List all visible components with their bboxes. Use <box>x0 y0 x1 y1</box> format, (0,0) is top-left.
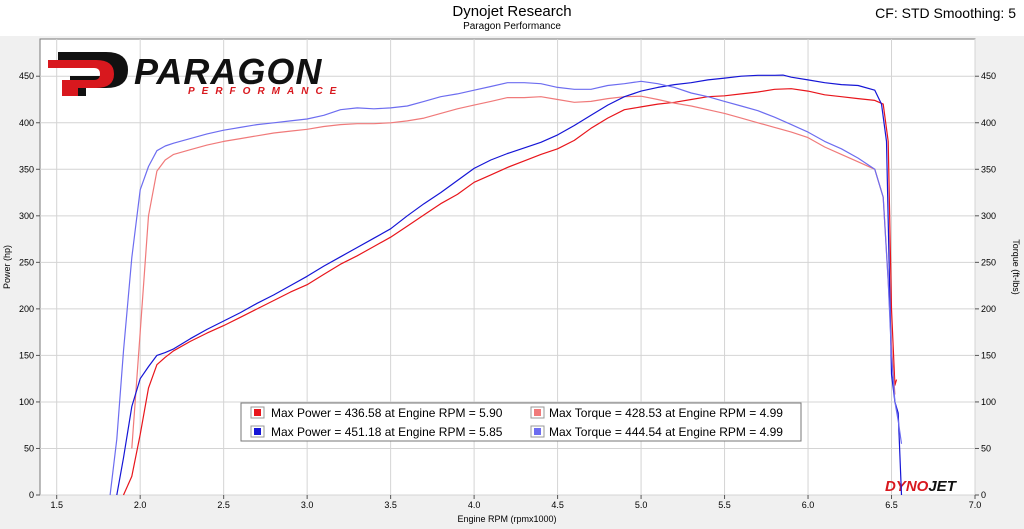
series-line-power2 <box>116 74 903 496</box>
x-axis: 1.5 2.0 2.5 3.0 3.5 4.0 4.5 5.0 5.5 6.0 6.5 7.0 <box>50 495 981 510</box>
logo-tag: PERFORMANCE <box>188 86 343 97</box>
x-tick-label: 4.5 <box>551 500 564 510</box>
y-tick-label-right: 100 <box>981 397 996 407</box>
series-group <box>109 74 903 496</box>
y-tick-label-right: 150 <box>981 350 996 360</box>
y-tick-label-right: 0 <box>981 490 986 500</box>
y-tick-label-right: 400 <box>981 118 996 128</box>
dynojet-watermark: DYNOJET <box>885 478 958 495</box>
y-axis-right-label: Torque (ft-lbs) <box>1011 239 1021 295</box>
x-tick-label: 5.5 <box>718 500 731 510</box>
x-tick-label: 7.0 <box>969 500 982 510</box>
y-axis-right: 0 50 100 150 200 250 300 350 400 450 <box>975 71 996 500</box>
legend: Max Power = 436.58 at Engine RPM = 5.90 … <box>240 402 802 442</box>
legend-swatch-power2 <box>254 428 261 435</box>
y-tick-label-left: 200 <box>19 304 34 314</box>
x-tick-label: 6.0 <box>802 500 815 510</box>
series-line-torque2 <box>109 80 903 496</box>
y-tick-label-left: 400 <box>19 118 34 128</box>
y-tick-label-right: 250 <box>981 257 996 267</box>
paragon-logo: PARAGON PERFORMANCE <box>48 51 343 97</box>
logo-p-red <box>48 60 114 96</box>
y-tick-label-right: 450 <box>981 71 996 81</box>
y-tick-label-right: 200 <box>981 304 996 314</box>
x-tick-label: 1.5 <box>50 500 63 510</box>
x-axis-label: Engine RPM (rpmx1000) <box>457 514 556 524</box>
series-line-torque1 <box>131 95 896 449</box>
legend-text-power1: Max Power = 436.58 at Engine RPM = 5.90 <box>271 406 503 420</box>
legend-entry-torque1: Max Torque = 428.53 at Engine RPM = 4.99 <box>530 406 783 420</box>
legend-entry-power1: Max Power = 436.58 at Engine RPM = 5.90 <box>250 406 503 420</box>
x-tick-label: 2.0 <box>134 500 147 510</box>
legend-swatch-torque1 <box>534 409 541 416</box>
y-tick-label-left: 150 <box>19 350 34 360</box>
y-axis-left: 0 50 100 150 200 250 300 350 400 450 <box>19 71 40 500</box>
legend-text-power2: Max Power = 451.18 at Engine RPM = 5.85 <box>271 425 503 439</box>
y-tick-label-right: 350 <box>981 164 996 174</box>
legend-swatch-torque2 <box>534 428 541 435</box>
y-tick-label-left: 450 <box>19 71 34 81</box>
y-tick-label-left: 350 <box>19 164 34 174</box>
x-tick-label: 3.5 <box>384 500 397 510</box>
x-tick-label: 5.0 <box>635 500 648 510</box>
chart-subtitle: Paragon Performance <box>463 21 561 32</box>
grid <box>40 39 976 496</box>
legend-entry-power2: Max Power = 451.18 at Engine RPM = 5.85 <box>250 425 503 439</box>
x-tick-label: 3.0 <box>301 500 314 510</box>
y-axis-left-label: Power (hp) <box>2 245 12 289</box>
y-tick-label-left: 300 <box>19 211 34 221</box>
correction-factor-label: CF: STD Smoothing: 5 <box>875 5 1016 21</box>
y-tick-label-left: 0 <box>29 490 34 500</box>
y-tick-label-left: 100 <box>19 397 34 407</box>
x-tick-label: 6.5 <box>885 500 898 510</box>
y-tick-label-right: 50 <box>981 443 991 453</box>
x-tick-label: 4.0 <box>468 500 481 510</box>
y-tick-label-left: 250 <box>19 257 34 267</box>
chart-title: Dynojet Research <box>452 3 572 20</box>
y-tick-label-left: 50 <box>24 443 34 453</box>
legend-text-torque2: Max Torque = 444.54 at Engine RPM = 4.99 <box>549 425 783 439</box>
legend-entry-torque2: Max Torque = 444.54 at Engine RPM = 4.99 <box>530 425 783 439</box>
logo-brand: PARAGON <box>134 51 322 92</box>
series-line-power1 <box>122 88 898 496</box>
legend-text-torque1: Max Torque = 428.53 at Engine RPM = 4.99 <box>549 406 783 420</box>
x-tick-label: 2.5 <box>217 500 230 510</box>
legend-box <box>240 402 802 442</box>
y-tick-label-right: 300 <box>981 211 996 221</box>
legend-swatch-power1 <box>254 409 261 416</box>
